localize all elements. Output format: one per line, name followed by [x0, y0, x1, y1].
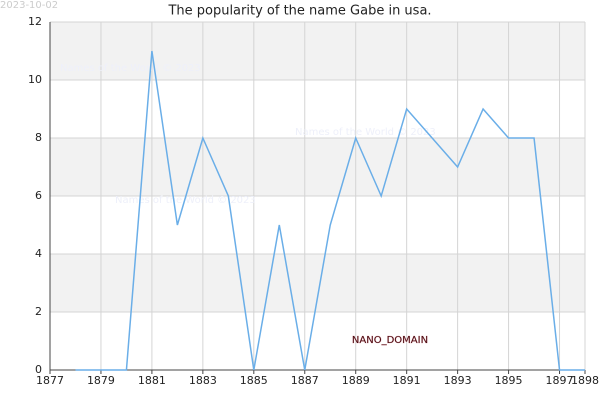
x-tick-label: 1889: [342, 374, 370, 387]
watermark: Names of the World © 2023: [295, 127, 436, 138]
y-tick-label: 4: [35, 247, 42, 260]
x-tick-label: 1879: [87, 374, 115, 387]
x-tick-label: 1891: [393, 374, 421, 387]
x-tick-label: 1897: [546, 374, 574, 387]
x-tick-label: 1895: [495, 374, 523, 387]
y-tick-label: 2: [35, 305, 42, 318]
y-tick-label: 6: [35, 189, 42, 202]
y-tick-label: 12: [28, 15, 42, 28]
grid-band: [50, 138, 585, 196]
data-line: [75, 50, 585, 371]
x-tick-label: 1885: [240, 374, 268, 387]
x-tick-label: 1887: [291, 374, 319, 387]
x-tick-label: 1898: [571, 374, 599, 387]
x-tick-label: 1877: [36, 374, 64, 387]
y-tick-label: 10: [28, 73, 42, 86]
y-tick-label: 0: [35, 363, 42, 376]
chart-title: The popularity of the name Gabe in usa.: [167, 4, 431, 19]
watermark: Names of the World © 2023: [60, 63, 201, 74]
x-tick-label: 1881: [138, 374, 166, 387]
date-stamp: 2023-10-02: [0, 0, 58, 11]
grid-band: [50, 22, 585, 80]
watermark: Names of the World © 2023: [115, 195, 256, 206]
x-tick-label: 1893: [444, 374, 472, 387]
x-tick-label: 1883: [189, 374, 217, 387]
y-tick-label: 8: [35, 131, 42, 144]
grid-band: [50, 254, 585, 312]
domain-label: NANO_DOMAIN: [352, 335, 428, 346]
